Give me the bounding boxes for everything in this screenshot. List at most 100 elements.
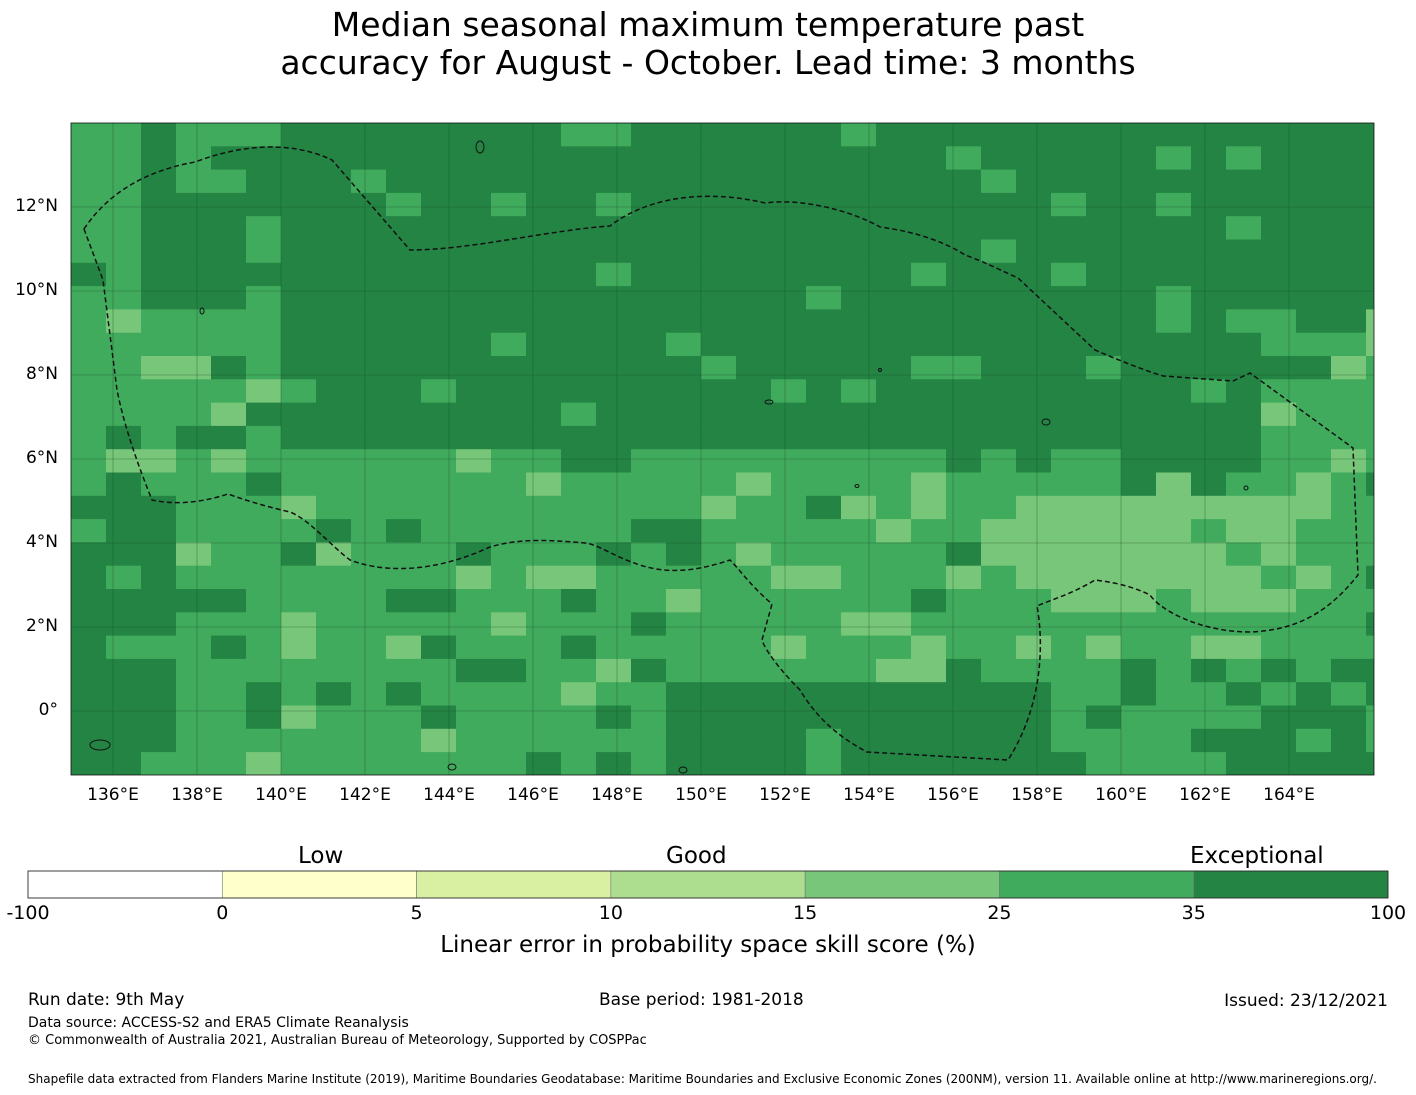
map-cell [526,612,562,637]
map-cell [631,682,667,706]
map-cell [386,169,422,194]
map-cell [771,589,807,613]
map-cell [666,123,702,147]
map-cell [1051,449,1087,473]
map-cell [911,612,947,637]
map-cell [631,425,667,450]
map-cell [526,146,562,171]
map-cell [1121,332,1157,357]
map-cell [526,169,562,194]
map-cell [666,565,702,590]
map-cell [1016,169,1052,194]
map-cell [141,286,177,310]
map-cell [456,495,492,520]
map-cell [666,239,702,264]
map-cell [1051,589,1087,613]
map-cell [1086,262,1122,287]
map-cell [911,123,947,147]
map-cell [631,332,667,357]
map-cell [1366,332,1374,357]
map-cell [806,425,842,450]
map-cell [561,495,597,520]
map-cell [1296,449,1332,473]
map-cell [1086,612,1122,637]
map-cell [1366,379,1374,404]
map-cell [1331,565,1367,590]
map-cell [491,565,527,590]
map-cell [246,705,282,730]
map-cell [771,635,807,660]
map-cell [1261,169,1297,194]
map-cell [771,356,807,380]
map-cell [491,495,527,520]
map-cell [386,239,422,264]
map-cell [1051,495,1087,520]
island-outline [199,307,205,315]
map-cell [1156,146,1192,171]
map-cell [246,286,282,310]
map-cell [1366,356,1374,380]
map-cell [141,519,177,543]
map-cell [1191,379,1227,404]
map-cell [316,752,352,775]
map-cell [211,612,247,637]
map-cell [561,658,597,683]
map-cell [526,262,562,287]
map-cell [211,728,247,753]
map-cell [876,472,912,497]
map-cell [106,635,142,660]
map-cell [701,309,737,334]
map-cell [561,286,597,310]
map-cell [526,402,562,427]
map-cell [666,286,702,310]
map-cell [526,519,562,543]
map-cell [526,286,562,310]
map-cell [351,728,387,753]
map-cell [141,589,177,613]
map-cell [806,565,842,590]
map-cell [1366,239,1374,264]
map-cell [701,332,737,357]
map-cell [561,402,597,427]
map-cell [806,216,842,240]
longitude-label: 140°E [255,785,307,805]
map-cell [421,192,457,217]
map-cell [456,169,492,194]
map-cell [281,519,317,543]
longitude-label: 154°E [843,785,895,805]
map-cell [71,146,107,171]
map-cell [946,682,982,706]
map-cell [351,192,387,217]
map-cell [1051,216,1087,240]
map-cell [526,728,562,753]
map-cell [1366,216,1374,240]
map-cell [1156,682,1192,706]
map-cell [281,472,317,497]
map-cell [386,192,422,217]
colorbar-segment [804,870,1000,899]
map-cell [981,682,1017,706]
map-cell [71,589,107,613]
map-cell [1331,192,1367,217]
map-cell [1051,169,1087,194]
map-cell [1051,658,1087,683]
map-cell [176,705,212,730]
map-cell [491,216,527,240]
map-cell [1156,519,1192,543]
map-cell [351,169,387,194]
map-cell [491,169,527,194]
map-cell [1296,169,1332,194]
map-cell [456,332,492,357]
map-cell [141,379,177,404]
map-cell [1156,472,1192,497]
map-cell [841,356,877,380]
colorbar [27,870,1389,899]
base-period: Base period: 1981-2018 [599,990,804,1010]
map-cell [211,402,247,427]
map-cell [876,495,912,520]
map-cell [981,425,1017,450]
map-cell [1261,123,1297,147]
map-cell [246,472,282,497]
map-cell [946,495,982,520]
map-cell [771,146,807,171]
